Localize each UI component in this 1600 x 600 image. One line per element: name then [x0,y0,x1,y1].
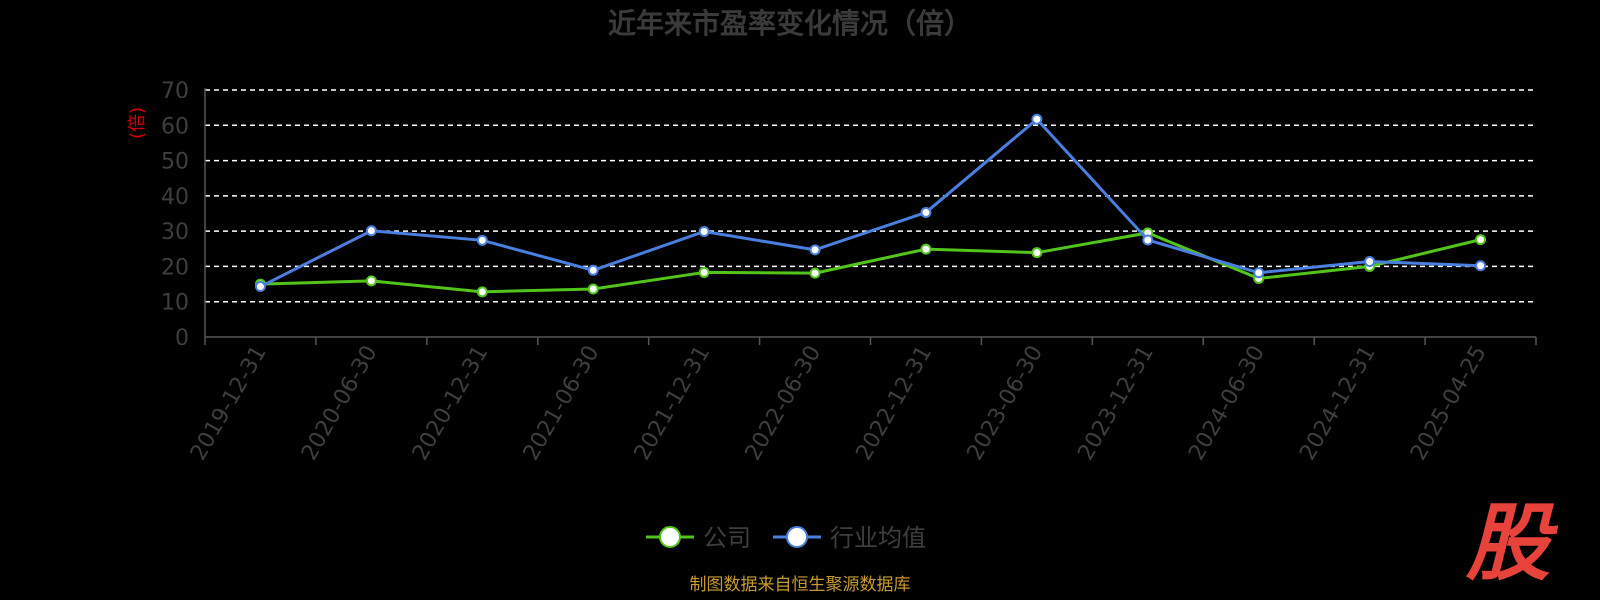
data-point [1475,234,1487,246]
data-point [1253,267,1265,279]
data-point [1031,113,1043,125]
series-line [260,231,1481,294]
x-tick-label: 2024-06-30 [1184,342,1270,465]
data-point [920,206,932,218]
x-tick-label: 2019-12-31 [186,342,272,465]
data-point [1475,260,1487,272]
y-axis-label: (倍) [127,107,148,139]
x-tick-label: 2024-12-31 [1295,342,1381,465]
y-tick-label: 60 [161,114,189,139]
y-tick-label: 20 [161,255,189,280]
data-point [809,244,821,256]
data-point [476,234,488,246]
y-tick-label: 40 [161,185,189,210]
y-tick-label: 10 [161,291,189,316]
y-tick-label: 0 [175,326,189,351]
x-tick-label: 2022-06-30 [741,342,827,465]
y-tick-label: 70 [161,79,189,104]
x-tick-label: 2020-12-31 [408,341,494,464]
legend-item: 行业均值 [773,524,926,552]
data-point [1031,247,1043,259]
x-tick-label: 2021-06-30 [519,342,605,465]
legend-marker [659,526,681,548]
series-0 [254,227,1487,298]
data-point [587,283,599,295]
legend-marker [786,526,808,548]
legend-item: 公司 [646,524,751,552]
series-1 [254,113,1487,293]
series-line [259,117,1481,288]
y-tick-label: 30 [161,220,189,245]
legend-label: 公司 [703,524,751,552]
series-lines [254,113,1487,298]
chart-title: 近年来市盈率变化情况（倍） [608,7,972,40]
data-point [1364,255,1376,267]
x-tick-label: 2023-06-30 [962,342,1048,465]
x-tick-label: 2022-12-31 [852,341,938,464]
data-point [365,225,377,237]
brand-watermark: 股 [1465,494,1559,592]
legend-label: 行业均值 [830,524,926,552]
data-point [365,275,377,287]
x-tick-label: 2025-04-25 [1406,342,1492,465]
data-point [476,286,488,298]
data-point [698,225,710,237]
data-source-note: 制图数据来自恒生聚源数据库 [690,575,911,595]
x-tick-label: 2021-12-31 [630,342,716,465]
data-point [809,267,821,279]
data-point [1142,234,1154,246]
data-point [920,243,932,255]
x-tick-label: 2020-06-30 [297,342,383,465]
data-point [587,264,599,276]
data-point [698,266,710,278]
data-point [254,281,266,293]
x-tick-label: 2023-12-31 [1073,342,1159,465]
legend: 公司 行业均值 [646,524,926,552]
y-tick-label: 50 [161,150,189,175]
